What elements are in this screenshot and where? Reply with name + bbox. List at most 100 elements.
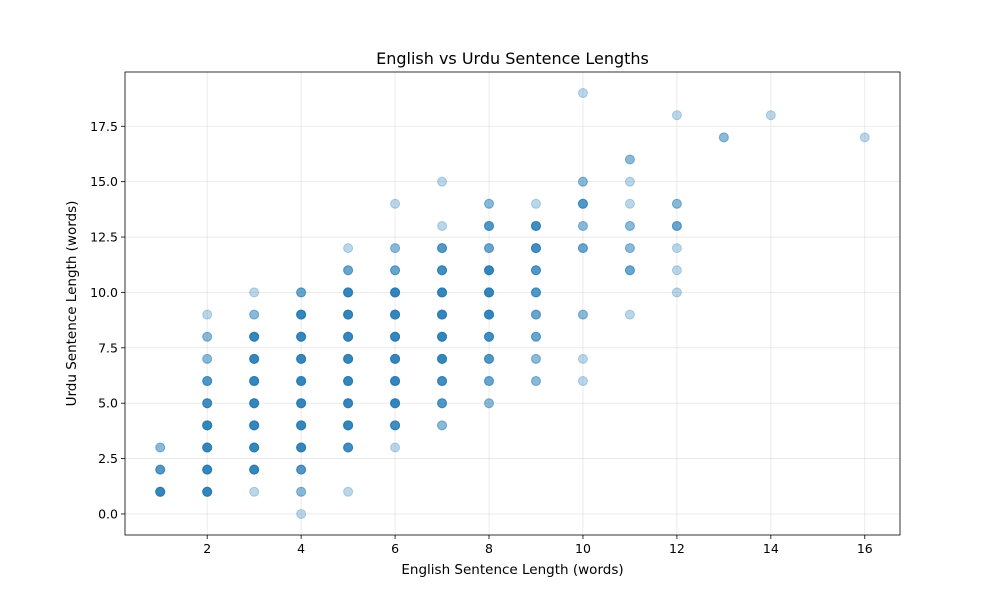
data-point [343, 442, 354, 453]
data-point [343, 442, 354, 453]
data-point [202, 442, 213, 453]
data-point [249, 486, 260, 497]
data-point [202, 486, 213, 497]
data-point [390, 331, 401, 342]
data-point [718, 132, 729, 143]
data-point [296, 420, 307, 431]
data-point [296, 442, 307, 453]
data-point [624, 265, 635, 276]
data-point [530, 376, 541, 387]
data-point [202, 376, 213, 387]
data-point [530, 198, 541, 209]
data-point [671, 220, 682, 231]
data-point [437, 376, 448, 387]
data-point [343, 331, 354, 342]
data-point [530, 287, 541, 298]
data-point [296, 309, 307, 320]
data-point [296, 376, 307, 387]
data-point [296, 331, 307, 342]
data-point [202, 420, 213, 431]
data-point [296, 331, 307, 342]
data-point [202, 331, 213, 342]
data-point [249, 309, 260, 320]
data-point [390, 398, 401, 409]
data-point [484, 287, 495, 298]
data-point [296, 398, 307, 409]
data-point [249, 420, 260, 431]
data-point [437, 309, 448, 320]
data-point [202, 376, 213, 387]
data-point [437, 243, 448, 254]
data-point [249, 420, 260, 431]
x-axis: 2 4 6 8 10 12 14 16 [203, 535, 873, 556]
data-point [437, 265, 448, 276]
data-point [484, 220, 495, 231]
data-point [484, 265, 495, 276]
data-point [343, 287, 354, 298]
data-point [296, 309, 307, 320]
x-tick-label: 6 [391, 541, 399, 556]
data-point [249, 353, 260, 364]
data-point [155, 486, 166, 497]
data-point [343, 353, 354, 364]
data-point [155, 442, 166, 453]
data-point [437, 331, 448, 342]
data-point [202, 398, 213, 409]
data-point [296, 442, 307, 453]
data-point [296, 353, 307, 364]
data-point [390, 198, 401, 209]
data-point [390, 420, 401, 431]
data-point [249, 442, 260, 453]
data-point [296, 442, 307, 453]
data-point [390, 331, 401, 342]
data-point [859, 132, 870, 143]
data-point [437, 287, 448, 298]
data-point [343, 265, 354, 276]
data-point [437, 309, 448, 320]
data-point [249, 398, 260, 409]
data-point [202, 398, 213, 409]
data-point [249, 464, 260, 475]
data-point [484, 309, 495, 320]
data-point [296, 508, 307, 519]
data-point [484, 309, 495, 320]
data-point [577, 88, 588, 99]
data-point [296, 442, 307, 453]
data-point [437, 353, 448, 364]
data-point [343, 331, 354, 342]
data-point [155, 464, 166, 475]
data-point [530, 220, 541, 231]
y-tick-label: 10.0 [90, 285, 118, 300]
data-point [484, 398, 495, 409]
data-point [202, 464, 213, 475]
data-point [671, 243, 682, 254]
data-point [437, 353, 448, 364]
data-point [249, 376, 260, 387]
data-point [249, 331, 260, 342]
data-point [343, 398, 354, 409]
data-point [296, 353, 307, 364]
data-point [249, 442, 260, 453]
data-point [484, 287, 495, 298]
data-point [530, 331, 541, 342]
data-point [343, 420, 354, 431]
data-point [577, 243, 588, 254]
data-point [296, 353, 307, 364]
data-point [155, 486, 166, 497]
data-point [624, 265, 635, 276]
data-point [484, 398, 495, 409]
data-point [390, 309, 401, 320]
data-point [202, 331, 213, 342]
data-point [484, 287, 495, 298]
data-point [155, 464, 166, 475]
data-point [343, 376, 354, 387]
data-point [249, 331, 260, 342]
data-point [343, 376, 354, 387]
data-point [296, 287, 307, 298]
data-point [437, 420, 448, 431]
data-point [202, 420, 213, 431]
data-point [296, 376, 307, 387]
data-point [390, 420, 401, 431]
data-point [437, 309, 448, 320]
data-point [249, 464, 260, 475]
